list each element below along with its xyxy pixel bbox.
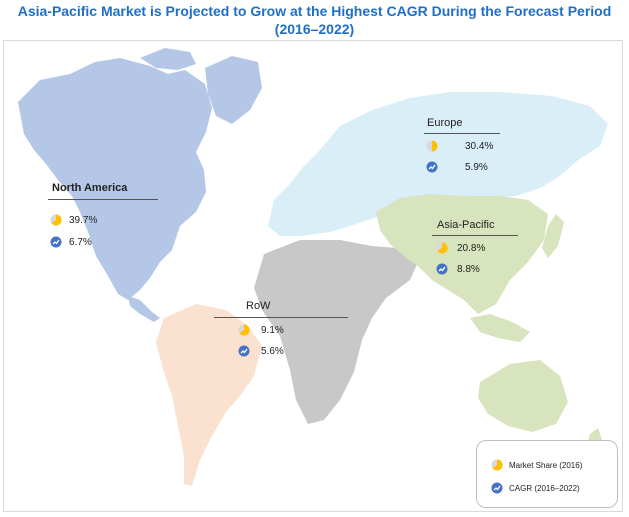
growth-arrow-icon — [50, 236, 62, 248]
region-central-america — [128, 296, 160, 322]
asia-pacific-underline — [432, 235, 518, 236]
asia-pacific-label: Asia-Pacific — [437, 219, 495, 231]
europe-cagr-value: 5.9% — [465, 161, 488, 173]
region-australia — [478, 360, 568, 432]
pie-share-icon — [491, 459, 503, 471]
north-america-label: North America — [52, 182, 128, 194]
legend-share-row: Market Share (2016) — [491, 459, 582, 471]
europe-underline — [424, 133, 500, 134]
growth-arrow-icon — [436, 263, 448, 275]
region-japan — [542, 214, 564, 258]
asia-pacific-cagr-value: 8.8% — [457, 263, 480, 275]
row-share-stat: 9.1% — [238, 324, 284, 336]
row-underline — [214, 317, 348, 318]
legend: Market Share (2016) CAGR (2016–2022) — [476, 440, 618, 508]
europe-share-value: 30.4% — [465, 140, 494, 152]
row-label: RoW — [246, 300, 271, 312]
north-america-cagr-stat: 6.7% — [50, 236, 92, 248]
region-canada-islands — [140, 48, 196, 70]
title-line-2: (2016–2022) — [274, 21, 355, 37]
region-greenland — [205, 56, 262, 124]
pie-share-icon — [426, 140, 438, 152]
europe-share-stat: 30.4% — [426, 140, 493, 152]
chart-title: Asia-Pacific Market is Projected to Grow… — [0, 2, 629, 38]
asia-pacific-share-value: 20.8% — [457, 242, 486, 254]
row-share-value: 9.1% — [261, 324, 284, 336]
region-africa-middle-east — [254, 240, 418, 424]
asia-pacific-cagr-stat: 8.8% — [436, 263, 480, 275]
europe-cagr-stat: 5.9% — [426, 161, 488, 173]
region-asia-pacific — [376, 194, 548, 314]
legend-cagr-label: CAGR (2016–2022) — [509, 483, 580, 493]
pie-share-icon — [50, 214, 62, 226]
region-south-america — [156, 304, 262, 486]
north-america-cagr-value: 6.7% — [69, 236, 92, 248]
north-america-share-value: 39.7% — [69, 214, 98, 226]
legend-cagr-row: CAGR (2016–2022) — [491, 482, 580, 494]
asia-pacific-share-stat: 20.8% — [436, 242, 485, 254]
region-se-asia-islands — [470, 314, 530, 342]
pie-share-icon — [436, 242, 448, 254]
growth-arrow-icon — [426, 161, 438, 173]
europe-label: Europe — [427, 117, 463, 129]
north-america-share-stat: 39.7% — [50, 214, 97, 226]
row-cagr-value: 5.6% — [261, 345, 284, 357]
region-europe — [268, 92, 608, 236]
pie-share-icon — [238, 324, 250, 336]
growth-arrow-icon — [491, 482, 503, 494]
growth-arrow-icon — [238, 345, 250, 357]
title-line-1: Asia-Pacific Market is Projected to Grow… — [17, 3, 612, 19]
north-america-underline — [48, 199, 158, 200]
legend-share-label: Market Share (2016) — [509, 460, 583, 470]
region-north-america — [18, 58, 212, 300]
row-cagr-stat: 5.6% — [238, 345, 284, 357]
